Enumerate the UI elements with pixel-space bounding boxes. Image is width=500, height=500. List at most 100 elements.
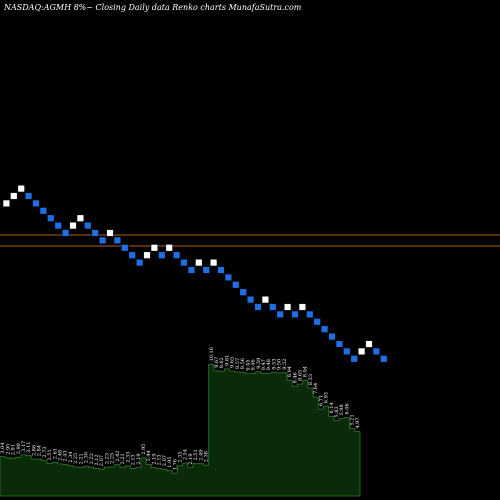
volume-label: 2.34 (68, 452, 74, 463)
renko-brick-down (335, 340, 344, 348)
volume-label: 9.47 (261, 359, 267, 370)
renko-bricks (2, 184, 388, 363)
volume-label: 2.54 (183, 449, 189, 460)
renko-brick-down (54, 221, 62, 230)
volume-label: 2.51 (193, 449, 199, 460)
renko-brick-up (76, 214, 85, 222)
volume-label: 8.33 (308, 374, 314, 385)
volume-label: 2.30 (84, 452, 90, 463)
renko-brick-down (276, 310, 284, 319)
volume-label: 2.07 (99, 455, 105, 466)
renko-brick-up (261, 295, 270, 304)
volume-label: 10.16 (209, 347, 215, 361)
volume-label: 2.95 (141, 444, 147, 455)
renko-brick-down (343, 347, 351, 356)
renko-brick-down (202, 266, 210, 274)
volume-label: 9.56 (240, 358, 246, 369)
renko-brick-up (2, 199, 11, 208)
renko-brick-down (113, 236, 122, 245)
volume-polygon (0, 363, 361, 497)
volume-label: 1.76 (172, 459, 178, 470)
renko-brick-up (165, 244, 173, 252)
volume-label: 9.57 (235, 358, 241, 369)
volume-label: 2.23 (105, 453, 111, 464)
volume-label: 2.22 (89, 453, 95, 464)
renko-brick-up (10, 192, 18, 200)
volume-label: 2.42 (115, 451, 121, 462)
volume-label: 6.71 (318, 395, 324, 406)
renko-brick-up (106, 229, 114, 237)
volume-label: 9.62 (219, 357, 225, 368)
renko-brick-up (17, 184, 25, 193)
volume-label: 2.48 (58, 450, 64, 461)
volume-label: 2.19 (188, 453, 194, 464)
volume-label: 2.13 (131, 454, 137, 465)
volume-label: 8.94 (287, 366, 293, 377)
volume-label: 2.33 (125, 452, 131, 463)
volume-label: 2.21 (120, 453, 126, 464)
volume-label: 3.17 (21, 441, 27, 452)
volume-label: 8.46 (292, 372, 298, 383)
volume-label: 9.45 (245, 359, 251, 370)
renko-brick-up (69, 221, 77, 230)
renko-brick-up (365, 340, 373, 348)
volume-label: 2.19 (136, 453, 142, 464)
volume-label: 9.81 (225, 355, 231, 366)
volume-label: 3.11 (26, 442, 32, 453)
volume-label: 2.91 (11, 444, 17, 455)
volume-label: 9.52 (282, 359, 288, 370)
renko-brick-down (313, 318, 321, 326)
volume-label: 9.65 (230, 357, 236, 368)
renko-brick-down (98, 236, 107, 245)
renko-brick-down (350, 355, 358, 363)
renko-brick-down (180, 258, 188, 267)
volume-label: 2.43 (63, 450, 69, 461)
renko-brick-down (269, 303, 277, 311)
renko-brick-down (328, 332, 336, 341)
volume-label: 8.65 (298, 370, 304, 381)
volume-label: 5.83 (334, 406, 340, 417)
volume-label: 8.94 (303, 366, 309, 377)
renko-brick-down (39, 207, 48, 215)
volume-label: 2.21 (78, 453, 84, 464)
volume-label: 9.53 (271, 358, 277, 369)
renko-brick-up (357, 347, 366, 356)
volume-label: 2.49 (198, 450, 204, 461)
volume-label: 9.67 (214, 357, 220, 368)
renko-brick-down (232, 281, 240, 289)
renko-brick-down (24, 192, 33, 200)
volume-label: 2.13 (157, 454, 163, 465)
volume-label: 2.25 (110, 453, 116, 464)
renko-brick-up (195, 258, 203, 267)
renko-brick-down (306, 310, 314, 319)
volume-label: 2.73 (42, 446, 48, 457)
renko-brick-down (84, 221, 92, 230)
volume-label: 7.64 (313, 383, 319, 394)
renko-brick-down (254, 303, 262, 311)
volume-label: 2.12 (94, 454, 100, 465)
volume-label: 5.21 (350, 414, 356, 425)
volume-label: 6.06 (345, 403, 351, 414)
volume-label: 2.25 (73, 453, 79, 464)
volume-label: 2.95 (5, 444, 11, 455)
volume-label: 9.59 (256, 358, 262, 369)
renko-brick-down (291, 310, 299, 319)
volume-label: 2.99 (16, 443, 22, 454)
volume-labels: 3.04 2.95 2.91 2.99 3.17 3.11 2.86 2.84 2.73 2.51… (0, 347, 361, 470)
renko-brick-down (135, 258, 144, 267)
renko-brick-down (158, 251, 166, 259)
volume-label: 2.38 (204, 451, 210, 462)
volume-label: 2.84 (37, 445, 43, 456)
volume-label: 2.61 (52, 448, 58, 459)
renko-brick-down (372, 347, 381, 356)
volume-label: 2.35 (178, 451, 184, 462)
renko-brick-down (172, 251, 181, 259)
volume-area (0, 363, 361, 497)
volume-label: 2.86 (31, 445, 37, 456)
volume-label: 6.14 (329, 402, 335, 413)
volume-label: 2.19 (151, 453, 157, 464)
renko-brick-down (91, 229, 99, 237)
renko-brick-down (32, 199, 40, 208)
